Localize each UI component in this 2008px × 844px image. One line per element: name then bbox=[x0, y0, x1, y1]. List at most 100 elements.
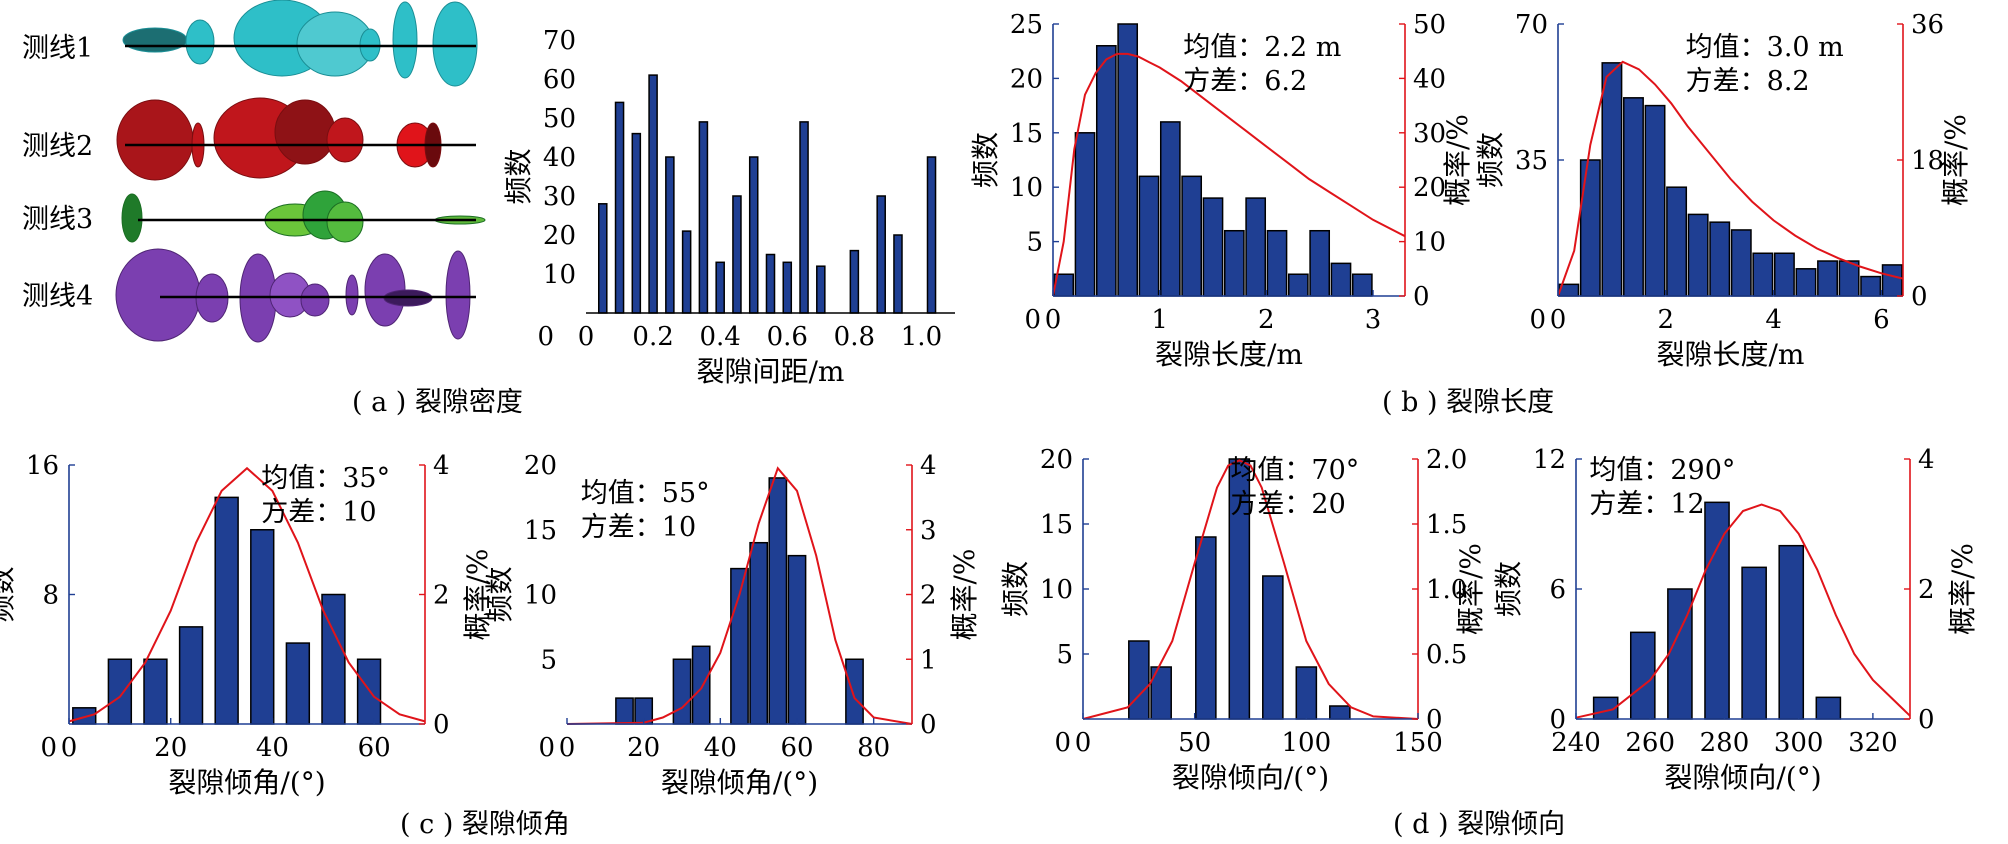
bar bbox=[681, 230, 692, 314]
y-tick-label: 10 bbox=[524, 581, 557, 611]
x-axis-title: 裂隙倾角/(°) bbox=[168, 766, 325, 799]
bar bbox=[614, 101, 625, 314]
bar bbox=[1881, 264, 1903, 297]
bar bbox=[1752, 252, 1774, 297]
bar bbox=[1309, 229, 1331, 297]
y-tick-label: 0 bbox=[1549, 705, 1566, 735]
bar bbox=[1245, 197, 1267, 297]
bar bbox=[1817, 260, 1838, 297]
x-axis-title: 裂隙长度/m bbox=[1155, 338, 1303, 371]
y-right-tick-label: 1.5 bbox=[1426, 510, 1467, 540]
bar bbox=[1579, 159, 1601, 297]
y-tick-label: 60 bbox=[543, 65, 576, 95]
bar bbox=[782, 261, 793, 314]
bar bbox=[1329, 705, 1351, 720]
bar bbox=[1117, 23, 1139, 297]
y-tick-label: 12 bbox=[1533, 445, 1566, 475]
bar bbox=[1202, 197, 1224, 297]
measurement-line-2-discs bbox=[116, 97, 442, 181]
stats-annotation: 均值：70° bbox=[1230, 455, 1359, 486]
bar bbox=[893, 234, 903, 314]
x-tick-label: 260 bbox=[1625, 728, 1675, 758]
y-tick-label: 25 bbox=[1010, 10, 1043, 40]
y-tick-label: 5 bbox=[540, 645, 557, 675]
y-right-tick-label: 2.0 bbox=[1426, 445, 1467, 475]
bar bbox=[1795, 268, 1817, 297]
x-tick-label: 40 bbox=[256, 733, 289, 763]
stats-annotation: 方差：6.2 bbox=[1183, 66, 1307, 97]
y-right-tick-label: 3 bbox=[920, 516, 937, 546]
y-axis-right-title: 概率/% bbox=[1939, 114, 1972, 206]
y-right-tick-label: 40 bbox=[1413, 64, 1446, 94]
bar bbox=[1223, 229, 1245, 297]
chart-fracture-dip-direction-1: 0 50 100 1505101520000.51.01.52.0裂隙倾向/(°)频数… bbox=[999, 445, 1487, 794]
y-tick-label: 10 bbox=[1040, 575, 1073, 605]
stats-annotation: 方差：20 bbox=[1230, 489, 1345, 520]
y-axis-title: 频数 bbox=[969, 132, 1002, 188]
measurement-line-label-3: 测线3 bbox=[22, 204, 93, 235]
stats-annotation: 均值：35° bbox=[261, 463, 390, 494]
caption-d: ( d ) 裂隙倾向 bbox=[1393, 809, 1565, 840]
probability-curve bbox=[1575, 503, 1911, 719]
x-tick-label: 0.8 bbox=[834, 322, 875, 352]
y-axis-title: 频数 bbox=[483, 566, 516, 622]
bar bbox=[1095, 45, 1117, 297]
bar bbox=[926, 156, 937, 314]
y-tick-label: 15 bbox=[1010, 119, 1043, 149]
bar bbox=[648, 74, 658, 314]
x-tick-label: 6 bbox=[1873, 305, 1890, 335]
x-tick-label: 320 bbox=[1848, 728, 1898, 758]
x-axis-title: 裂隙倾向/(°) bbox=[1172, 761, 1329, 794]
y-tick-label: 16 bbox=[26, 451, 59, 481]
y-right-tick-label: 30 bbox=[1413, 119, 1446, 149]
stats-annotation: 均值：3.0 m bbox=[1686, 32, 1844, 63]
chart-fracture-dip-direction-2: 240 260 280 300 320 0 6 12 0 2 4 裂隙倾向/(°) 频数 概率/% 均值：2… bbox=[1492, 445, 1979, 794]
y-tick-label: 40 bbox=[543, 143, 576, 173]
bar bbox=[748, 156, 759, 314]
measurement-line-label-2: 测线2 bbox=[22, 131, 93, 162]
bar bbox=[1667, 588, 1693, 720]
bar bbox=[1351, 273, 1373, 297]
stats-annotation: 均值：290° bbox=[1589, 455, 1735, 486]
y-tick-label: 5 bbox=[1056, 640, 1073, 670]
y-right-tick-label: 0.5 bbox=[1426, 640, 1467, 670]
bar bbox=[1778, 544, 1805, 720]
y-tick-label: 20 bbox=[1040, 445, 1073, 475]
bar bbox=[1128, 640, 1150, 720]
y-right-tick-label: 2 bbox=[1918, 575, 1935, 605]
bar bbox=[214, 496, 239, 725]
bar bbox=[178, 626, 204, 725]
x-tick-label: 3 bbox=[1365, 305, 1382, 335]
bar bbox=[1181, 175, 1203, 297]
y-right-tick-label: 20 bbox=[1413, 173, 1446, 203]
x-tick-label: 0.4 bbox=[700, 322, 741, 352]
y-tick-label: 5 bbox=[1026, 228, 1043, 258]
bar bbox=[749, 541, 769, 725]
stats-annotation: 方差：10 bbox=[261, 497, 376, 528]
bar bbox=[1629, 631, 1656, 720]
bar bbox=[1687, 213, 1709, 297]
x-tick-label: 4 bbox=[1765, 305, 1782, 335]
y-right-tick-label: 10 bbox=[1413, 228, 1446, 258]
y-tick-label: 15 bbox=[524, 516, 557, 546]
y-axis-title: 频数 bbox=[0, 566, 18, 622]
x-tick-label: 60 bbox=[780, 733, 813, 763]
y-axis-right-title: 概率/% bbox=[1441, 114, 1474, 206]
x-axis-title: 裂隙间距/m bbox=[697, 355, 845, 388]
y-right-tick-label: 0 bbox=[433, 710, 450, 740]
y-tick-label: 30 bbox=[543, 182, 576, 212]
y-tick-label: 8 bbox=[42, 581, 59, 611]
bar bbox=[143, 658, 168, 725]
y-right-tick-label: 0 bbox=[920, 710, 937, 740]
y-tick-label: 15 bbox=[1040, 510, 1073, 540]
bar bbox=[1644, 104, 1666, 297]
y-right-tick-label: 36 bbox=[1911, 10, 1944, 40]
probability-curve bbox=[566, 466, 913, 725]
x-axis-title: 裂隙长度/m bbox=[1657, 338, 1805, 371]
bar bbox=[1138, 175, 1160, 297]
